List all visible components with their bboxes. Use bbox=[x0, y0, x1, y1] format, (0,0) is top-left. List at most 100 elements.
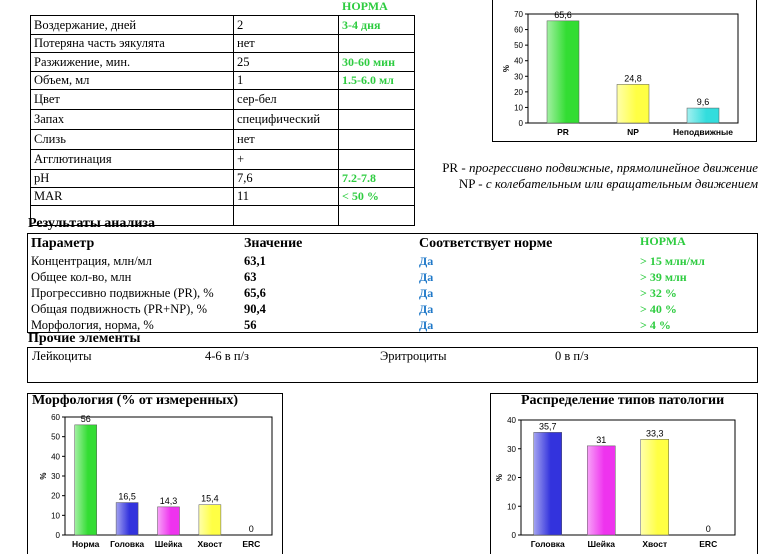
morphology-chart-frame: Морфология (% от измеренных) 0 10 20 30 40 50… bbox=[27, 393, 283, 554]
results-cell-match: Да bbox=[419, 254, 434, 268]
results-cell-param: Прогрессивно подвижные (PR), % bbox=[31, 286, 214, 300]
pathology-chart: 0 10 20 30 40% 35,7 Головка 31 Шейка 33,3 Хвост 0 ER… bbox=[495, 416, 736, 549]
results-cell-norm: > 15 млн/мл bbox=[640, 254, 705, 268]
results-title: Результаты анализа bbox=[28, 216, 156, 231]
y-tick-label: 40 bbox=[514, 57, 523, 66]
y-tick-label: 20 bbox=[514, 88, 523, 97]
y-tick-label: 20 bbox=[507, 474, 516, 483]
erythro-value: 0 в п/з bbox=[555, 349, 589, 363]
results-cell-norm: > 39 млн bbox=[640, 270, 687, 284]
bar-value-label: 14,3 bbox=[160, 496, 178, 506]
legend-pr: PR - прогрессивно подвижные, прямолинейн… bbox=[442, 160, 758, 175]
y-tick-label: 20 bbox=[51, 492, 60, 501]
pathology-title: Распределение типов патологии bbox=[521, 393, 725, 408]
x-tick-label: ERC bbox=[242, 539, 260, 549]
params-cell-norm bbox=[338, 149, 415, 170]
params-cell-value: специфический bbox=[233, 109, 339, 130]
bar-value-label: 9,6 bbox=[697, 97, 710, 107]
y-tick-label: 30 bbox=[507, 445, 516, 454]
params-cell-value: нет bbox=[233, 129, 339, 150]
params-cell-norm bbox=[338, 205, 415, 226]
params-row: Воздержание, дней 2 3-4 дня bbox=[30, 15, 415, 35]
bar-value-label: 0 bbox=[249, 524, 254, 534]
params-cell-label: Запах bbox=[30, 109, 234, 130]
leuko-label: Лейкоциты bbox=[32, 349, 92, 363]
bar-np bbox=[616, 84, 650, 124]
erythro-label: Эритроциты bbox=[380, 349, 447, 363]
params-cell-value: 11 bbox=[233, 187, 339, 206]
params-cell-label: Разжижение, мин. bbox=[30, 52, 234, 72]
y-tick-label: 10 bbox=[507, 502, 516, 511]
params-row: Разжижение, мин. 25 30-60 мин bbox=[30, 52, 415, 72]
y-tick-label: 30 bbox=[51, 472, 60, 481]
results-cell-norm: > 4 % bbox=[640, 318, 671, 332]
params-cell-label: Воздержание, дней bbox=[30, 15, 234, 35]
params-cell-value: 1 bbox=[233, 71, 339, 90]
bar-value-label: 35,7 bbox=[539, 421, 557, 431]
results-cell-match: Да bbox=[419, 286, 434, 300]
bar-головка bbox=[533, 432, 562, 536]
bar-хвост bbox=[198, 504, 222, 536]
y-tick-label: 40 bbox=[51, 452, 60, 461]
y-tick-label: 30 bbox=[514, 72, 523, 81]
params-cell-norm bbox=[338, 129, 415, 150]
leuko-value: 4-6 в п/з bbox=[205, 349, 249, 363]
bar-value-label: 31 bbox=[596, 435, 606, 445]
bar-pr bbox=[546, 20, 580, 124]
x-tick-label: Неподвижные bbox=[673, 127, 733, 137]
params-cell-label: Цвет bbox=[30, 89, 234, 110]
params-row: Слизь нет bbox=[30, 129, 415, 150]
bar-value-label: 16,5 bbox=[118, 492, 136, 502]
params-row: Потеряна часть эякулята нет bbox=[30, 34, 415, 53]
params-cell-value: нет bbox=[233, 34, 339, 53]
y-tick-label: 40 bbox=[507, 416, 516, 425]
params-cell-value: 2 bbox=[233, 15, 339, 35]
params-cell-norm: 1.5-6.0 мл bbox=[338, 71, 415, 90]
y-tick-label: 60 bbox=[51, 413, 60, 422]
y-tick-label: 70 bbox=[514, 10, 523, 19]
results-cell-param: Общее кол-во, млн bbox=[31, 270, 132, 284]
params-cell-norm: 7.2-7.8 bbox=[338, 169, 415, 188]
bar-value-label: 24,8 bbox=[624, 73, 642, 83]
results-cell-param: Морфология, норма, % bbox=[31, 318, 154, 332]
params-norm-header: НОРМА bbox=[342, 0, 388, 13]
params-row: Запах специфический bbox=[30, 109, 415, 130]
other-title: Прочие элементы bbox=[28, 331, 141, 346]
x-tick-label: ERC bbox=[699, 539, 717, 549]
results-cell-norm: > 32 % bbox=[640, 286, 677, 300]
x-tick-label: Головка bbox=[531, 539, 565, 549]
results-cell-norm: > 40 % bbox=[640, 302, 677, 316]
results-header-param: Параметр bbox=[31, 236, 95, 251]
legend-np: NP - с колебательным или вращательным дв… bbox=[458, 176, 758, 191]
y-tick-label: 0 bbox=[56, 531, 61, 540]
y-tick-label: 50 bbox=[51, 433, 60, 442]
morphology-chart: 0 10 20 30 40 50 60% 56 Норма 16,5 Головка 14,3 Шейк… bbox=[39, 413, 273, 549]
y-tick-label: 10 bbox=[514, 103, 523, 112]
params-cell-label: pH bbox=[30, 169, 234, 188]
results-header-norm: НОРМА bbox=[640, 234, 686, 248]
bar-неподвижные bbox=[686, 107, 720, 124]
params-cell-norm bbox=[338, 34, 415, 53]
bar-value-label: 33,3 bbox=[646, 428, 664, 438]
results-cell-value: 63 bbox=[244, 270, 257, 284]
params-row: pH 7,6 7.2-7.8 bbox=[30, 169, 415, 188]
y-axis-label: % bbox=[502, 65, 511, 72]
params-cell-norm: 3-4 дня bbox=[338, 15, 415, 35]
pathology-chart-frame: Распределение типов патологии 0 10 20 30 40%… bbox=[490, 393, 758, 554]
params-cell-norm: 30-60 мин bbox=[338, 52, 415, 72]
results-cell-param: Концентрация, млн/мл bbox=[31, 254, 152, 268]
x-tick-label: Хвост bbox=[198, 539, 223, 549]
bar-норма bbox=[74, 424, 97, 536]
bar-хвост bbox=[640, 439, 669, 536]
results-header-value: Значение bbox=[244, 236, 303, 251]
params-cell-label: Агглютинация bbox=[30, 149, 234, 170]
bar-value-label: 56 bbox=[81, 414, 91, 424]
bar-шейка bbox=[587, 445, 616, 536]
params-cell-value: сер-бел bbox=[233, 89, 339, 110]
results-cell-value: 65,6 bbox=[244, 286, 266, 300]
results-header-match: Соответствует норме bbox=[419, 236, 553, 251]
params-row: Цвет сер-бел bbox=[30, 89, 415, 110]
bar-value-label: 0 bbox=[706, 524, 711, 534]
params-cell-value: 7,6 bbox=[233, 169, 339, 188]
y-tick-label: 0 bbox=[519, 119, 524, 128]
